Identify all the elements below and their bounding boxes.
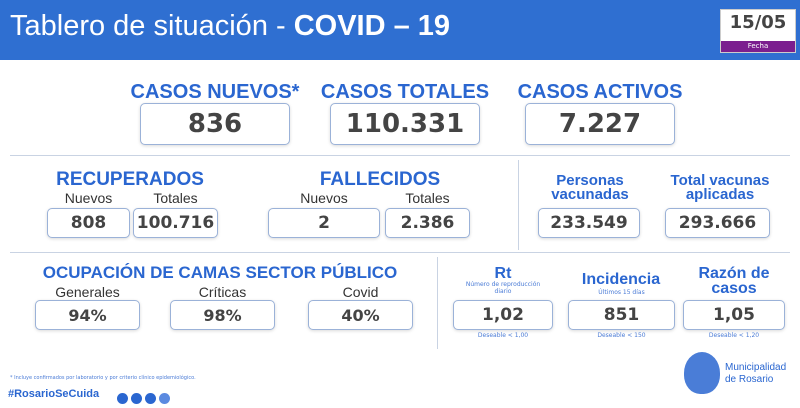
personas-vacunadas-label: Personas vacunadas (551, 172, 629, 204)
recuperados-totales-value: 100.716 (133, 208, 218, 238)
divider (518, 160, 519, 250)
casos-nuevos-label: CASOS NUEVOS* (130, 81, 300, 103)
instagram-icon[interactable] (159, 393, 170, 404)
rt-label: Rt (494, 265, 512, 282)
rt-note: Número de reproducción diario (465, 281, 541, 295)
social-icons (117, 389, 173, 408)
fallecidos-nuevos-label: Nuevos (300, 190, 348, 206)
municipalidad-logo (684, 352, 720, 394)
casos-totales-label: CASOS TOTALES (320, 81, 490, 103)
razon-casos-value: 1,05 (683, 300, 785, 330)
recuperados-nuevos-label: Nuevos (64, 190, 113, 206)
fallecidos-nuevos-value: 2 (268, 208, 380, 238)
camas-generales-label: Generales (55, 284, 120, 300)
title-bold: COVID – 19 (293, 10, 451, 42)
personas-vacunadas-value: 233.549 (538, 208, 640, 238)
title-light: Tablero de situación - (10, 10, 294, 42)
incidencia-note: Últimos 15 días (598, 289, 645, 296)
casos-activos-label: CASOS ACTIVOS (517, 81, 683, 103)
rt-target: Deseable < 1,00 (477, 332, 529, 339)
header-bar: Tablero de situación - COVID – 19 15/05 … (0, 0, 800, 60)
camas-criticas-value: 98% (170, 300, 275, 330)
camas-generales-value: 94% (35, 300, 140, 330)
divider (437, 257, 438, 349)
date-value: 15/05 (729, 12, 787, 33)
recuperados-totales-label: Totales (153, 190, 198, 206)
camas-title: OCUPACIÓN DE CAMAS SECTOR PÚBLICO (42, 263, 398, 282)
incidencia-target: Deseable < 150 (597, 332, 646, 339)
camas-criticas-label: Críticas (198, 284, 247, 300)
recuperados-title: RECUPERADOS (56, 169, 204, 190)
date-box: 15/05 Fecha (720, 9, 796, 53)
casos-activos-value: 7.227 (525, 103, 675, 145)
facebook-icon[interactable] (131, 393, 142, 404)
twitter-icon[interactable] (117, 393, 128, 404)
hashtag: #RosarioSeCuida (8, 388, 100, 400)
total-vacunas-value: 293.666 (665, 208, 770, 238)
footnote: * Incluye confirmados por laboratorio y … (10, 375, 196, 381)
casos-nuevos-value: 836 (140, 103, 290, 145)
total-vacunas-label: Total vacunas aplicadas (670, 172, 770, 204)
camas-covid-value: 40% (308, 300, 413, 330)
divider (10, 155, 790, 156)
incidencia-value: 851 (568, 300, 675, 330)
page-title: Tablero de situación - COVID – 19 (10, 10, 450, 43)
incidencia-label: Incidencia (581, 271, 661, 288)
logo-text: Municipalidad de Rosario (725, 362, 787, 385)
recuperados-nuevos-value: 808 (47, 208, 130, 238)
date-label: Fecha (721, 41, 795, 52)
rt-value: 1,02 (453, 300, 553, 330)
fallecidos-totales-value: 2.386 (385, 208, 470, 238)
camas-covid-label: Covid (342, 284, 379, 300)
fallecidos-title: FALLECIDOS (319, 169, 441, 190)
fallecidos-totales-label: Totales (405, 190, 450, 206)
razon-casos-target: Deseable < 1,20 (708, 332, 760, 339)
divider (10, 252, 790, 253)
razon-casos-label: Razón de casos (698, 265, 770, 298)
youtube-icon[interactable] (145, 393, 156, 404)
casos-totales-value: 110.331 (330, 103, 480, 145)
